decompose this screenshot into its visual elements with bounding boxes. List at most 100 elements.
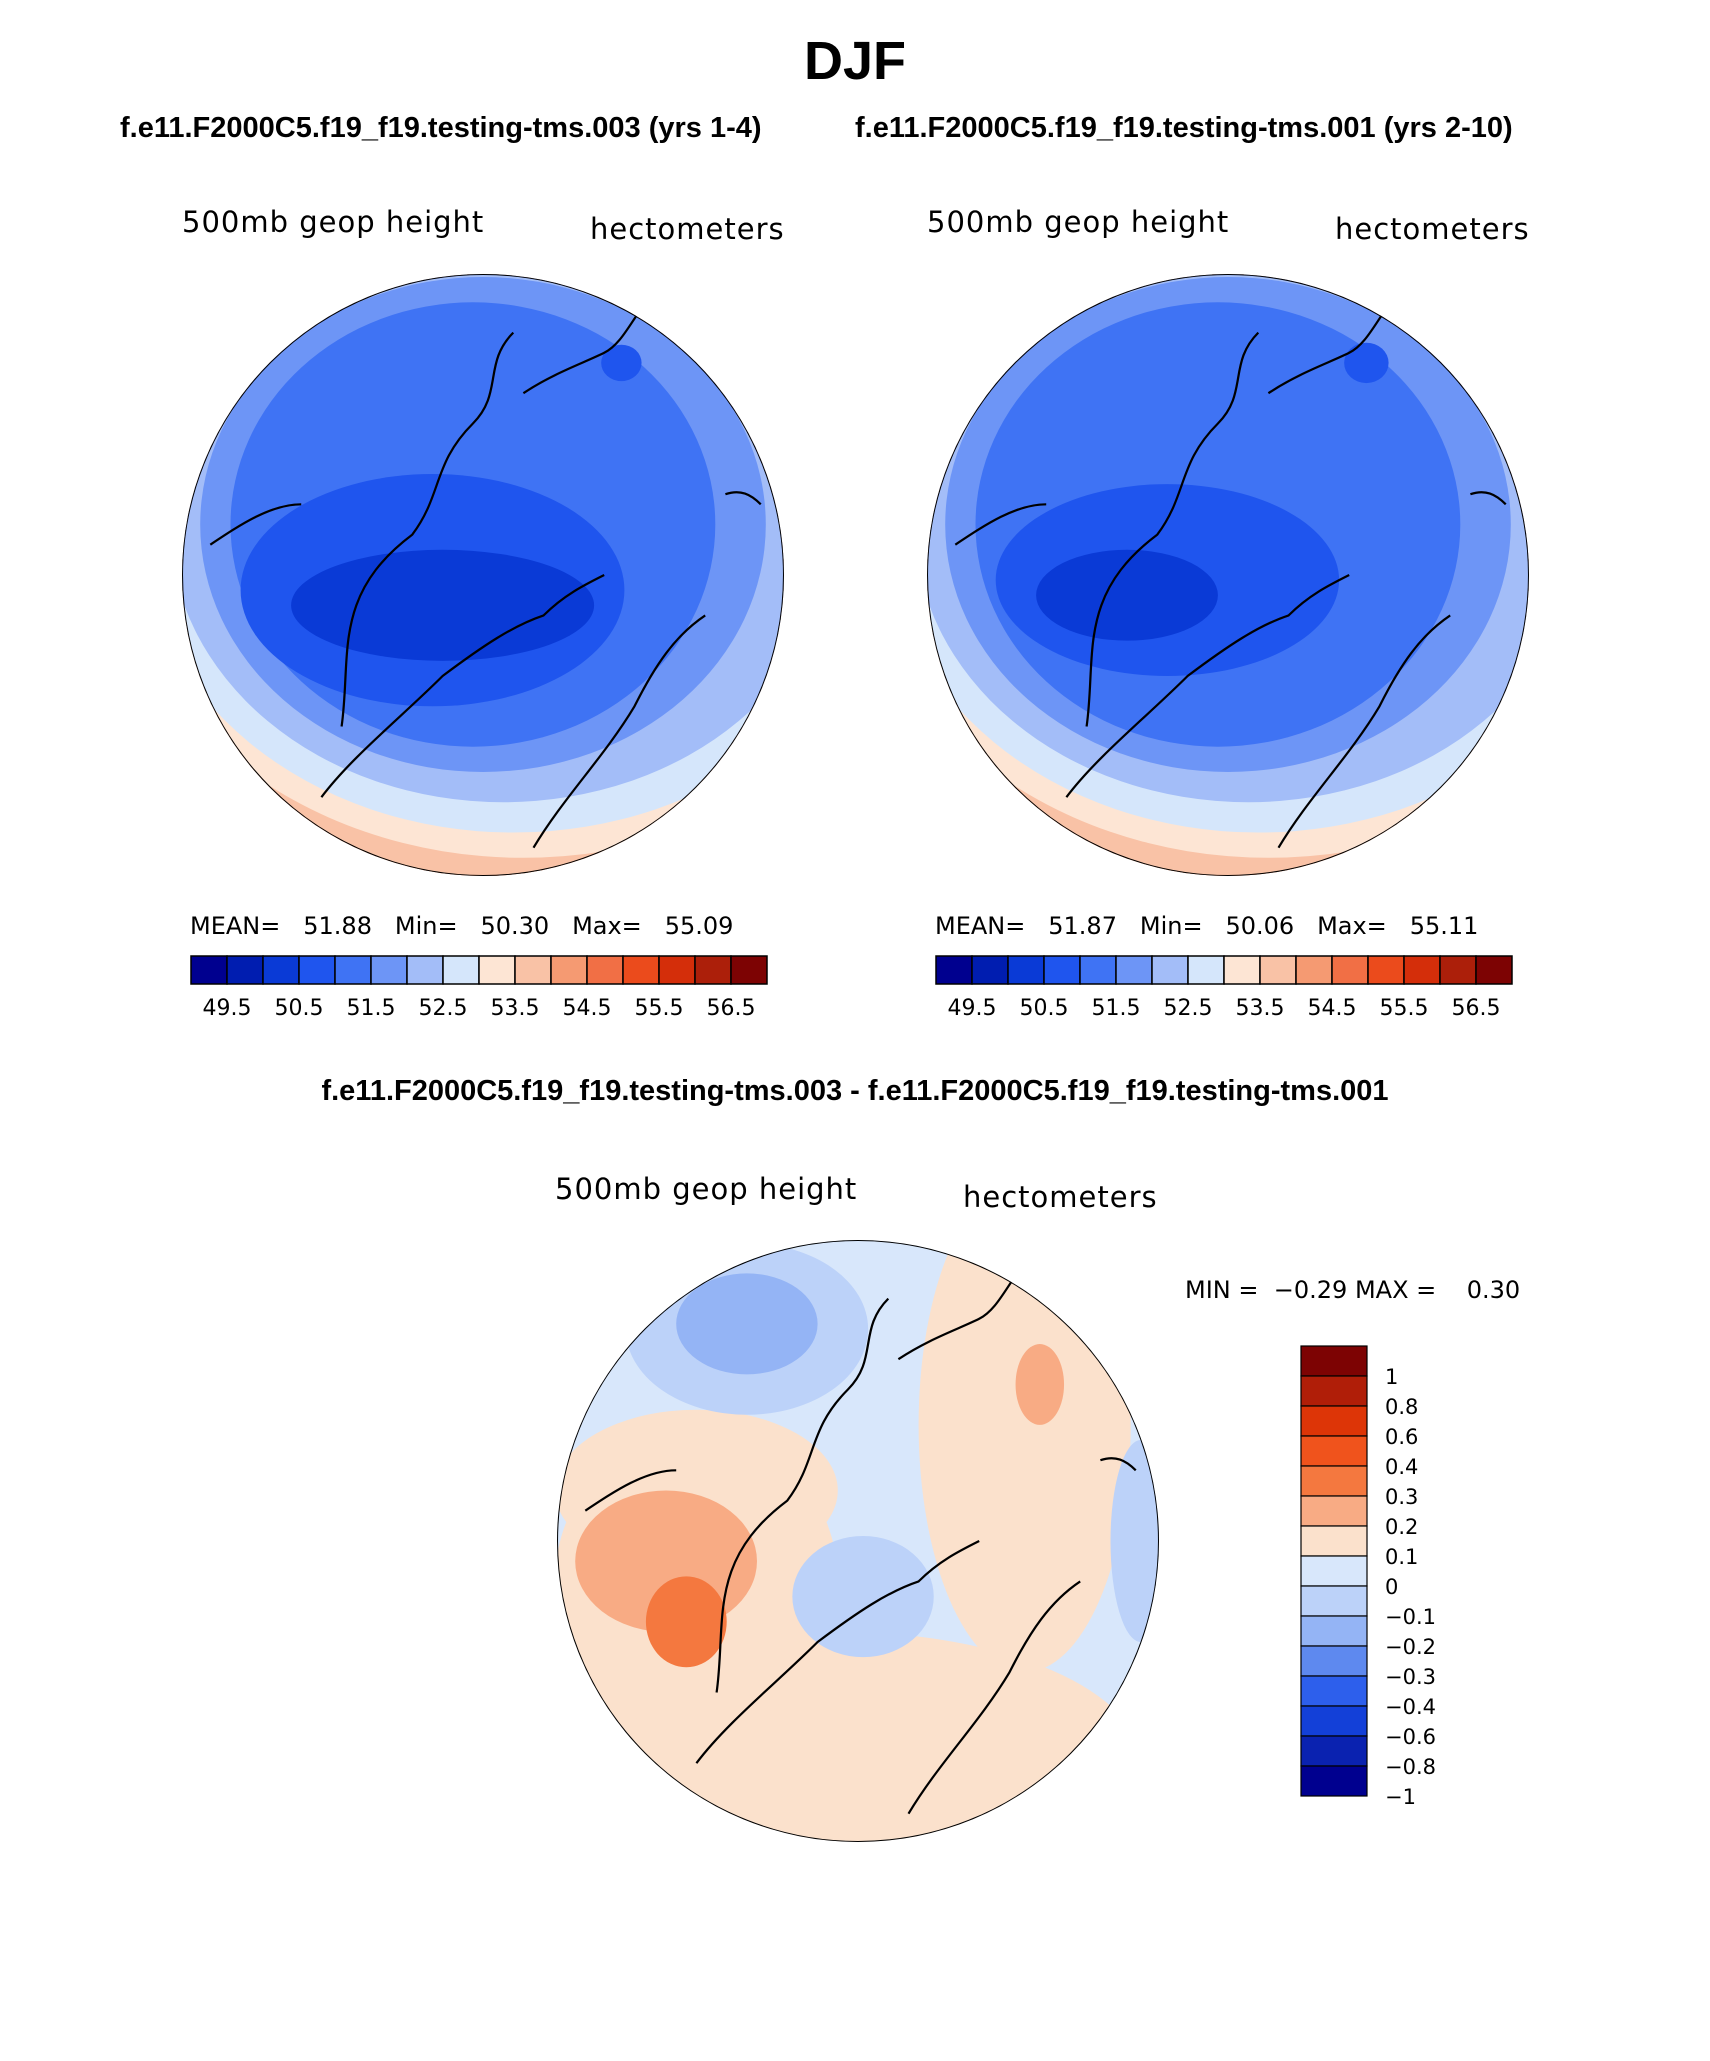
panel3-warm-max xyxy=(645,1576,727,1668)
colorbar-box xyxy=(1403,955,1441,985)
diff-colorbar-tick-label: −0.8 xyxy=(1385,1755,1436,1779)
colorbar-box xyxy=(514,955,552,985)
colorbar-box xyxy=(1475,955,1513,985)
panel2-stats: MEAN= 51.87 Min= 50.06 Max= 55.11 xyxy=(935,912,1478,940)
colorbar-tick-label: 53.5 xyxy=(1236,996,1285,1021)
difference-title: f.e11.F2000C5.f19_f19.testing-tms.003 - … xyxy=(321,1075,1389,1107)
panel2-coastline-island xyxy=(1470,491,1507,506)
panel2-colorbar: 49.5 50.5 51.5 52.5 53.5 54.5 55.5 56.5 xyxy=(935,955,1513,1021)
panel2-min-value: 50.06 xyxy=(1225,912,1295,940)
panel2-coastline-canada xyxy=(1085,331,1260,727)
panel2-variable-label: 500mb geop height xyxy=(927,205,1230,239)
diff-colorbar-box xyxy=(1300,1495,1368,1527)
diff-colorbar-box xyxy=(1300,1555,1368,1587)
colorbar-box xyxy=(1439,955,1477,985)
panel1-coastline-canada xyxy=(340,331,515,727)
diff-colorbar-tick-label: 0.8 xyxy=(1385,1395,1418,1419)
colorbar-tick-label: 51.5 xyxy=(1092,996,1141,1021)
diff-colorbar-box xyxy=(1300,1765,1368,1797)
panel2-coastline-alaska xyxy=(954,503,1047,546)
colorbar-tick-label: 52.5 xyxy=(1164,996,1213,1021)
colorbar-box xyxy=(694,955,732,985)
diff-colorbar-tick-label: 0.6 xyxy=(1385,1425,1418,1449)
colorbar-box xyxy=(442,955,480,985)
diff-colorbar-tick-label: −0.6 xyxy=(1385,1725,1436,1749)
diff-colorbar-tick-label: 0.2 xyxy=(1385,1515,1418,1539)
colorbar-tick-label: 53.5 xyxy=(491,996,540,1021)
colorbar-box xyxy=(1007,955,1045,985)
colorbar-box xyxy=(1259,955,1297,985)
colorbar-box xyxy=(1223,955,1261,985)
diff-colorbar-tick-label: −0.3 xyxy=(1385,1665,1436,1689)
panel3-cool-core xyxy=(676,1273,818,1375)
colorbar-box xyxy=(935,955,973,985)
diff-colorbar-tick-label: 0 xyxy=(1385,1575,1398,1599)
panel3-variable-label: 500mb geop height xyxy=(555,1172,858,1206)
panel1-coastline-greenland xyxy=(320,574,605,798)
colorbar-box xyxy=(226,955,264,985)
diff-colorbar-box xyxy=(1300,1375,1368,1407)
colorbar-box xyxy=(730,955,768,985)
panel1-units-label: hectometers xyxy=(590,212,785,246)
diff-colorbar-box xyxy=(1300,1675,1368,1707)
colorbar-box xyxy=(1151,955,1189,985)
colorbar-box xyxy=(190,955,228,985)
panel2-small-low xyxy=(1344,342,1389,384)
colorbar-box xyxy=(1043,955,1081,985)
figure-title: DJF xyxy=(803,31,906,91)
panel1-min-label: Min= xyxy=(394,912,458,940)
panel1-stats: MEAN= 51.88 Min= 50.30 Max= 55.09 xyxy=(190,912,733,940)
colorbar-box xyxy=(658,955,696,985)
panel3-coastline-alaska xyxy=(584,1469,677,1512)
panel3-stats: MIN = −0.29 MAX = 0.30 xyxy=(1185,1276,1520,1304)
colorbar-tick-label: 55.5 xyxy=(635,996,684,1021)
panel2-min-label: Min= xyxy=(1139,912,1203,940)
diff-colorbar-box xyxy=(1300,1645,1368,1677)
panel2-mean-value: 51.87 xyxy=(1048,912,1117,940)
panel3-min-label: MIN = xyxy=(1185,1276,1259,1304)
colorbar-box xyxy=(298,955,336,985)
diff-colorbar-box xyxy=(1300,1705,1368,1737)
colorbar-tick-label: 55.5 xyxy=(1380,996,1429,1021)
colorbar-tick-label: 56.5 xyxy=(1452,996,1501,1021)
panel3-warm-spot xyxy=(1015,1344,1065,1425)
panel1-small-low xyxy=(601,344,642,382)
panel1-coastline-europe xyxy=(532,614,706,849)
diff-colorbar-tick-label: 0.1 xyxy=(1385,1545,1418,1569)
colorbar-tick-label: 54.5 xyxy=(563,996,612,1021)
colorbar-box xyxy=(622,955,660,985)
colorbar-tick-label: 50.5 xyxy=(1020,996,1069,1021)
diff-colorbar-box xyxy=(1300,1615,1368,1647)
diff-colorbar-tick-label: −1 xyxy=(1385,1785,1416,1809)
panel2-max-label: Max= xyxy=(1317,912,1387,940)
right-run-title: f.e11.F2000C5.f19_f19.testing-tms.001 (y… xyxy=(855,112,1513,144)
panel3-difference-map xyxy=(557,1240,1159,1842)
diff-colorbar-box xyxy=(1300,1465,1368,1497)
colorbar-box xyxy=(1115,955,1153,985)
left-run-title: f.e11.F2000C5.f19_f19.testing-tms.003 (y… xyxy=(120,112,762,144)
panel1-mean-label: MEAN= xyxy=(190,912,281,940)
diff-colorbar-box xyxy=(1300,1525,1368,1557)
colorbar-tick-label: 50.5 xyxy=(275,996,324,1021)
panel2-units-label: hectometers xyxy=(1335,212,1530,246)
panel1-variable-label: 500mb geop height xyxy=(182,205,485,239)
diff-colorbar-box xyxy=(1300,1345,1368,1377)
colorbar-tick-label: 54.5 xyxy=(1308,996,1357,1021)
colorbar-tick-label: 51.5 xyxy=(347,996,396,1021)
difference-colorbar: 1 0.8 0.6 0.4 0.3 0.2 0.1 0 −0.1 −0.2 −0.3 −0.4 −0.6… xyxy=(1300,1345,1436,1809)
panel3-coastlines xyxy=(584,1257,1137,1815)
panel2-max-value: 55.11 xyxy=(1409,912,1479,940)
colorbar-tick-label: 52.5 xyxy=(419,996,468,1021)
colorbar-box xyxy=(1295,955,1333,985)
diff-colorbar-tick-label: 1 xyxy=(1385,1365,1398,1389)
colorbar-box xyxy=(1187,955,1225,985)
panel1-mean-value: 51.88 xyxy=(303,912,372,940)
diff-colorbar-box xyxy=(1300,1585,1368,1617)
panel2-mean-label: MEAN= xyxy=(935,912,1026,940)
panel3-min-value: −0.29 xyxy=(1273,1276,1348,1304)
panel2-polar-map xyxy=(927,274,1529,876)
diff-colorbar-box xyxy=(1300,1735,1368,1767)
panel3-cool-center xyxy=(792,1535,934,1658)
colorbar-box xyxy=(262,955,300,985)
colorbar-box xyxy=(1079,955,1117,985)
